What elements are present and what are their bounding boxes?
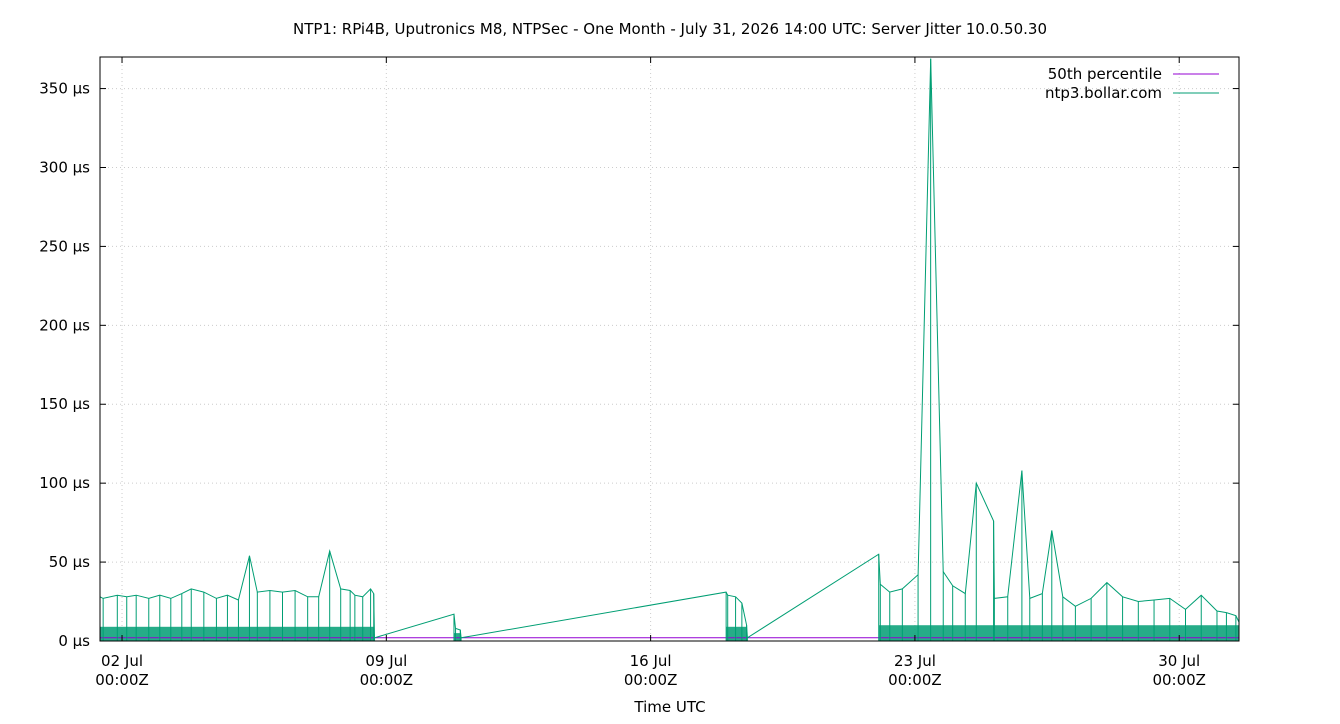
series-line-ntp3-bollar-com (99, 58, 1240, 639)
y-tick-label: 300 µs (39, 158, 90, 176)
x-tick-label: 00:00Z (888, 671, 942, 689)
jitter-band (726, 626, 747, 641)
x-axis-title: Time UTC (633, 698, 705, 716)
legend-label: 50th percentile (1048, 65, 1162, 83)
grid-lines (100, 57, 1239, 641)
jitter-baseline-bands (100, 625, 1239, 641)
x-tick-label: 02 Jul (101, 652, 143, 670)
x-tick-label: 30 Jul (1158, 652, 1200, 670)
y-axis-tick-labels: 0 µs 50 µs 100 µs 150 µs 200 µs 250 µs 300 µs 3… (39, 80, 90, 650)
series-lines (99, 58, 1240, 641)
axis-ticks (100, 57, 1239, 642)
jitter-band (878, 625, 1239, 641)
x-tick-label: 00:00Z (624, 671, 678, 689)
y-tick-label: 50 µs (49, 553, 90, 571)
x-tick-label: 00:00Z (360, 671, 414, 689)
legend-label: ntp3.bollar.com (1045, 84, 1162, 102)
jitter-band (453, 633, 461, 641)
x-tick-label: 09 Jul (365, 652, 407, 670)
plot-frame (99, 56, 1240, 642)
x-tick-label: 00:00Z (1152, 671, 1206, 689)
y-tick-label: 200 µs (39, 316, 90, 334)
chart-title: NTP1: RPi4B, Uputronics M8, NTPSec - One… (293, 20, 1047, 38)
y-tick-label: 250 µs (39, 237, 90, 255)
jitter-band (100, 626, 374, 641)
x-tick-label: 16 Jul (630, 652, 672, 670)
y-tick-label: 350 µs (39, 80, 90, 98)
y-tick-label: 0 µs (58, 632, 90, 650)
x-tick-label: 00:00Z (95, 671, 149, 689)
x-tick-label: 23 Jul (894, 652, 936, 670)
y-tick-label: 100 µs (39, 474, 90, 492)
y-tick-label: 150 µs (39, 395, 90, 413)
